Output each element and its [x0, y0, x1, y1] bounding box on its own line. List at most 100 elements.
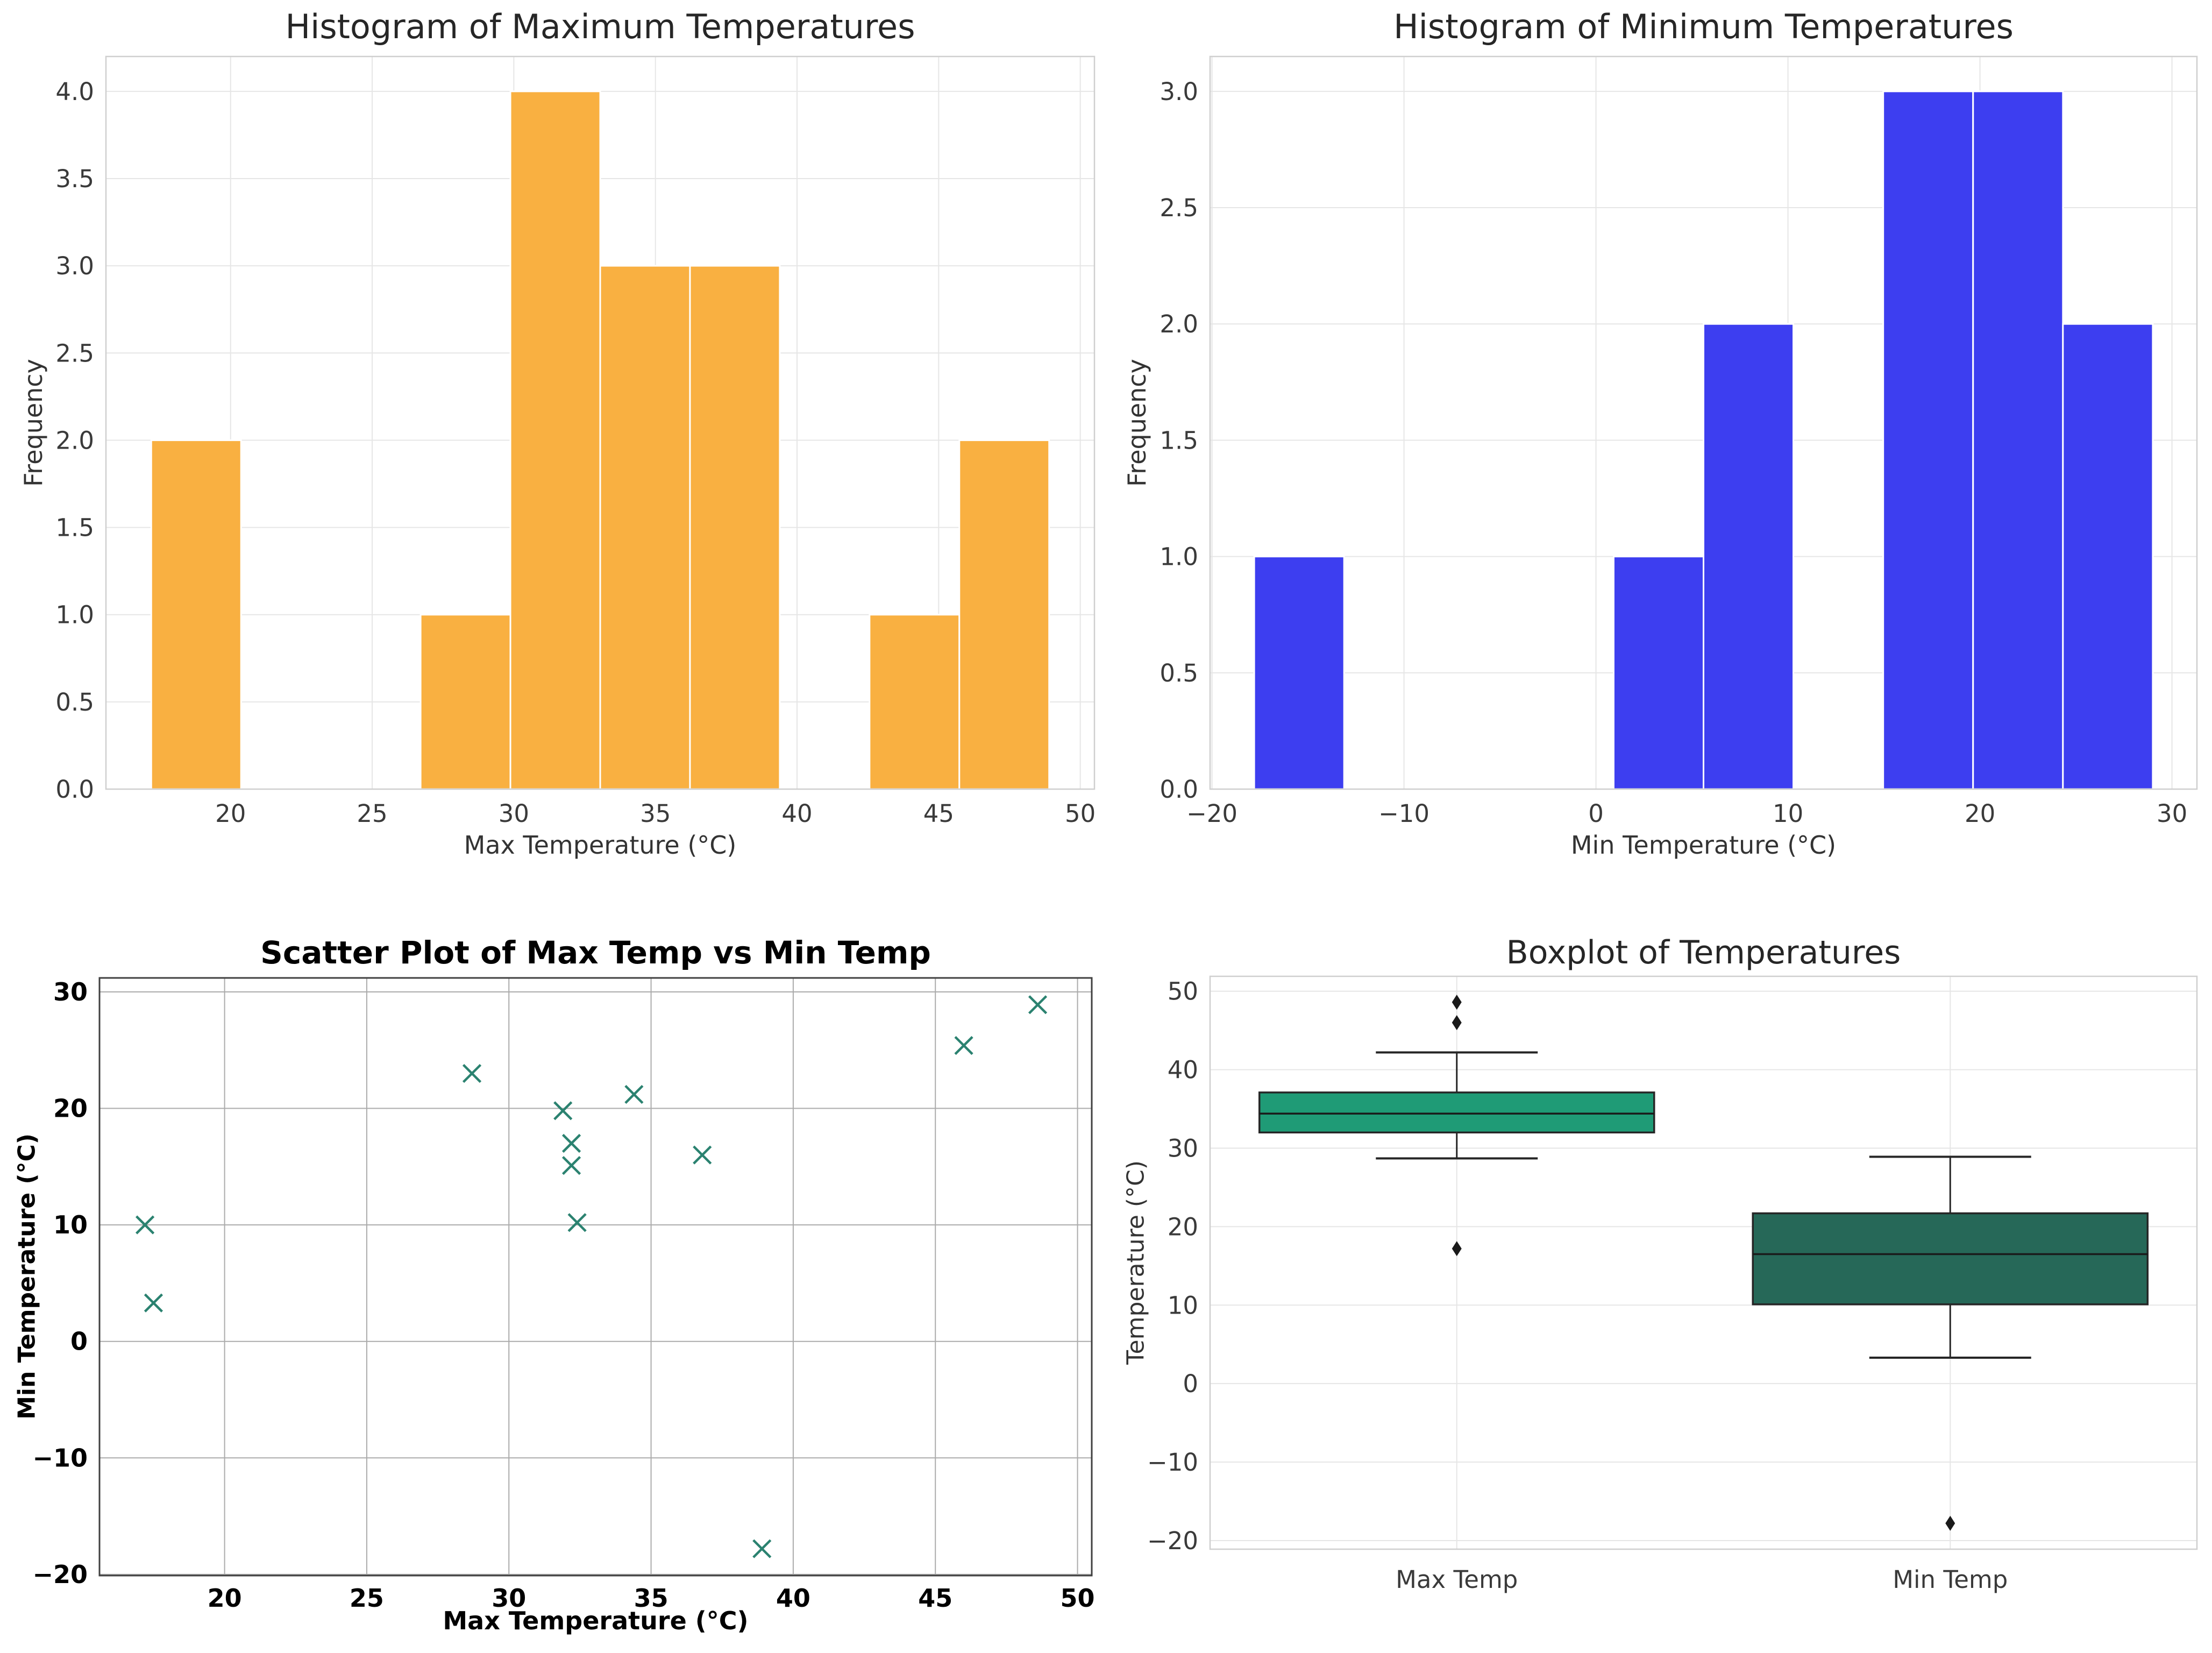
y-tick-label: 1.0: [55, 601, 94, 629]
x-axis-label-histogram-min: Min Temperature (°C): [1570, 831, 1837, 860]
histogram-bar: [599, 265, 691, 790]
box-outlier-diamond: [1452, 995, 1462, 1010]
box-body: [1258, 1091, 1655, 1134]
y-tick-label: 30: [53, 977, 88, 1006]
y-tick-label: 20: [53, 1094, 88, 1123]
y-tick-label: 0.5: [55, 688, 94, 716]
y-tick-label: 0: [1183, 1370, 1198, 1398]
y-tick-label: 2.0: [1160, 310, 1198, 338]
x-tick-label: Min Temp: [1893, 1565, 2008, 1594]
y-tick-label: −10: [1147, 1448, 1198, 1477]
x-tick-label: 40: [776, 1584, 810, 1613]
x-axis-label-scatter: Max Temperature (°C): [443, 1606, 749, 1635]
histogram-bar: [419, 614, 511, 790]
histogram-bar: [1882, 90, 1974, 790]
scatter-x-marker: [144, 1293, 163, 1313]
chart-histogram-max-plot: 0.0 0.5 1.0 1.5 2.0 2.5 3.0 3.5 4.0 20 25 30 35 40 45 5…: [55, 55, 1096, 828]
chart-title-scatter: Scatter Plot of Max Temp vs Min Temp: [260, 934, 931, 971]
histogram-bar: [1612, 556, 1704, 790]
x-tick-label: 45: [923, 799, 954, 828]
x-tick-label: −10: [1378, 799, 1429, 828]
x-tick-label: 20: [208, 1584, 242, 1613]
y-tick-label: 40: [1168, 1056, 1198, 1084]
y-tick-label: −20: [1147, 1527, 1198, 1555]
y-tick-label: 1.0: [1160, 543, 1198, 571]
box-outlier-diamond: [1452, 1015, 1462, 1031]
box-outlier-diamond: [1945, 1515, 1955, 1531]
x-tick-label: 30: [2157, 799, 2187, 828]
y-tick-label: 30: [1168, 1134, 1198, 1163]
histogram-bar: [869, 614, 961, 790]
x-tick-label: 35: [640, 799, 671, 828]
y-tick-label: −20: [32, 1560, 88, 1589]
histogram-bar: [689, 265, 781, 790]
y-tick-label: 0: [70, 1327, 88, 1356]
y-tick-label: 3.0: [55, 252, 94, 280]
y-tick-label: 0.5: [1160, 659, 1198, 687]
y-tick-label: 10: [53, 1210, 88, 1239]
y-tick-label: 4.0: [55, 77, 94, 106]
scatter-x-marker: [561, 1133, 581, 1153]
y-axis-label-boxplot: Temperature (°C): [1122, 1160, 1150, 1365]
y-axis-label-histogram-max: Frequency: [19, 359, 48, 487]
histogram-bar: [2062, 323, 2154, 790]
y-tick-label: 2.5: [1160, 194, 1198, 222]
chart-boxplot-plot: −20 −10 0 10 20 30 40 50 Max Temp Min Temp: [1147, 975, 2198, 1594]
x-tick-label: 45: [918, 1584, 952, 1613]
y-tick-label: 3.0: [1160, 77, 1198, 106]
y-tick-label: 20: [1168, 1212, 1198, 1241]
histogram-bar: [509, 90, 601, 790]
scatter-x-marker: [567, 1213, 587, 1232]
scatter-x-marker: [561, 1156, 581, 1175]
scatter-x-marker: [624, 1084, 644, 1104]
scatter-x-marker: [553, 1101, 573, 1120]
y-axis-label-histogram-min: Frequency: [1122, 359, 1151, 487]
histogram-bar: [150, 439, 242, 790]
box-outlier-diamond: [1452, 1241, 1462, 1257]
x-tick-label: 25: [357, 799, 387, 828]
x-tick-label: 40: [781, 799, 812, 828]
x-tick-label: 10: [1773, 799, 1803, 828]
histogram-bar: [1253, 556, 1345, 790]
y-tick-label: 0.0: [1160, 775, 1198, 804]
y-axis-label-scatter: Min Temperature (°C): [13, 1133, 41, 1420]
x-tick-label: 30: [499, 799, 529, 828]
y-tick-label: 0.0: [55, 775, 94, 804]
x-tick-label: 25: [350, 1584, 384, 1613]
chart-title-boxplot: Boxplot of Temperatures: [1506, 934, 1901, 971]
x-tick-label: 0: [1588, 799, 1604, 828]
y-tick-label: 3.5: [55, 165, 94, 193]
x-tick-label: −20: [1186, 799, 1237, 828]
histogram-bar: [1703, 323, 1795, 790]
plot-border: [1209, 55, 2198, 790]
y-tick-label: −10: [32, 1443, 88, 1472]
x-tick-label: Max Temp: [1396, 1565, 1518, 1594]
scatter-x-marker: [752, 1539, 772, 1558]
scatter-x-marker: [135, 1215, 155, 1235]
plot-border: [98, 977, 1093, 1577]
x-tick-label: 35: [634, 1584, 668, 1613]
x-axis-label-histogram-max: Max Temperature (°C): [464, 831, 737, 860]
y-tick-label: 2.5: [55, 339, 94, 367]
chart-title-histogram-max: Histogram of Maximum Temperatures: [285, 7, 915, 46]
histogram-bar: [1972, 90, 2064, 790]
x-tick-label: 20: [215, 799, 246, 828]
histogram-bar: [958, 439, 1050, 790]
x-tick-label: 50: [1065, 799, 1096, 828]
plot-border: [1209, 975, 2198, 1550]
chart-scatter-plot: −20 −10 0 10 20 30 20 25 30 35 40 45 50: [32, 977, 1095, 1613]
scatter-x-marker: [462, 1063, 482, 1083]
plot-border: [105, 55, 1096, 790]
chart-title-histogram-min: Histogram of Minimum Temperatures: [1393, 7, 2014, 46]
box-body: [1752, 1212, 2149, 1306]
x-tick-label: 20: [1965, 799, 1995, 828]
y-tick-label: 2.0: [55, 426, 94, 455]
x-tick-label: 50: [1061, 1584, 1095, 1613]
scatter-x-marker: [693, 1145, 712, 1165]
chart-histogram-min-plot: 0.0 0.5 1.0 1.5 2.0 2.5 3.0 −20 −10 0 10 20 30: [1160, 55, 2198, 828]
y-tick-label: 1.5: [55, 514, 94, 542]
scatter-x-marker: [1028, 995, 1048, 1014]
y-tick-label: 10: [1168, 1291, 1198, 1319]
